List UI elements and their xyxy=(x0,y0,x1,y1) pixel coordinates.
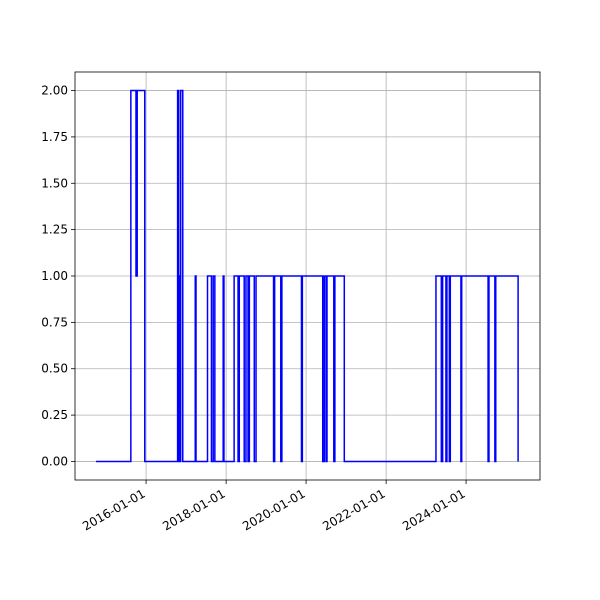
y-tick-label: 1.75 xyxy=(41,130,68,144)
y-tick-label: 1.25 xyxy=(41,223,68,237)
y-tick-label: 2.00 xyxy=(41,84,68,98)
y-tick-label: 0.00 xyxy=(41,454,68,468)
y-tick-label: 0.50 xyxy=(41,362,68,376)
y-tick-label: 0.75 xyxy=(41,315,68,329)
y-tick-label: 1.00 xyxy=(41,269,68,283)
data-line xyxy=(96,89,519,463)
plot-frame xyxy=(74,71,541,481)
y-tick-label: 1.50 xyxy=(41,176,68,190)
y-tick-label: 0.25 xyxy=(41,408,68,422)
